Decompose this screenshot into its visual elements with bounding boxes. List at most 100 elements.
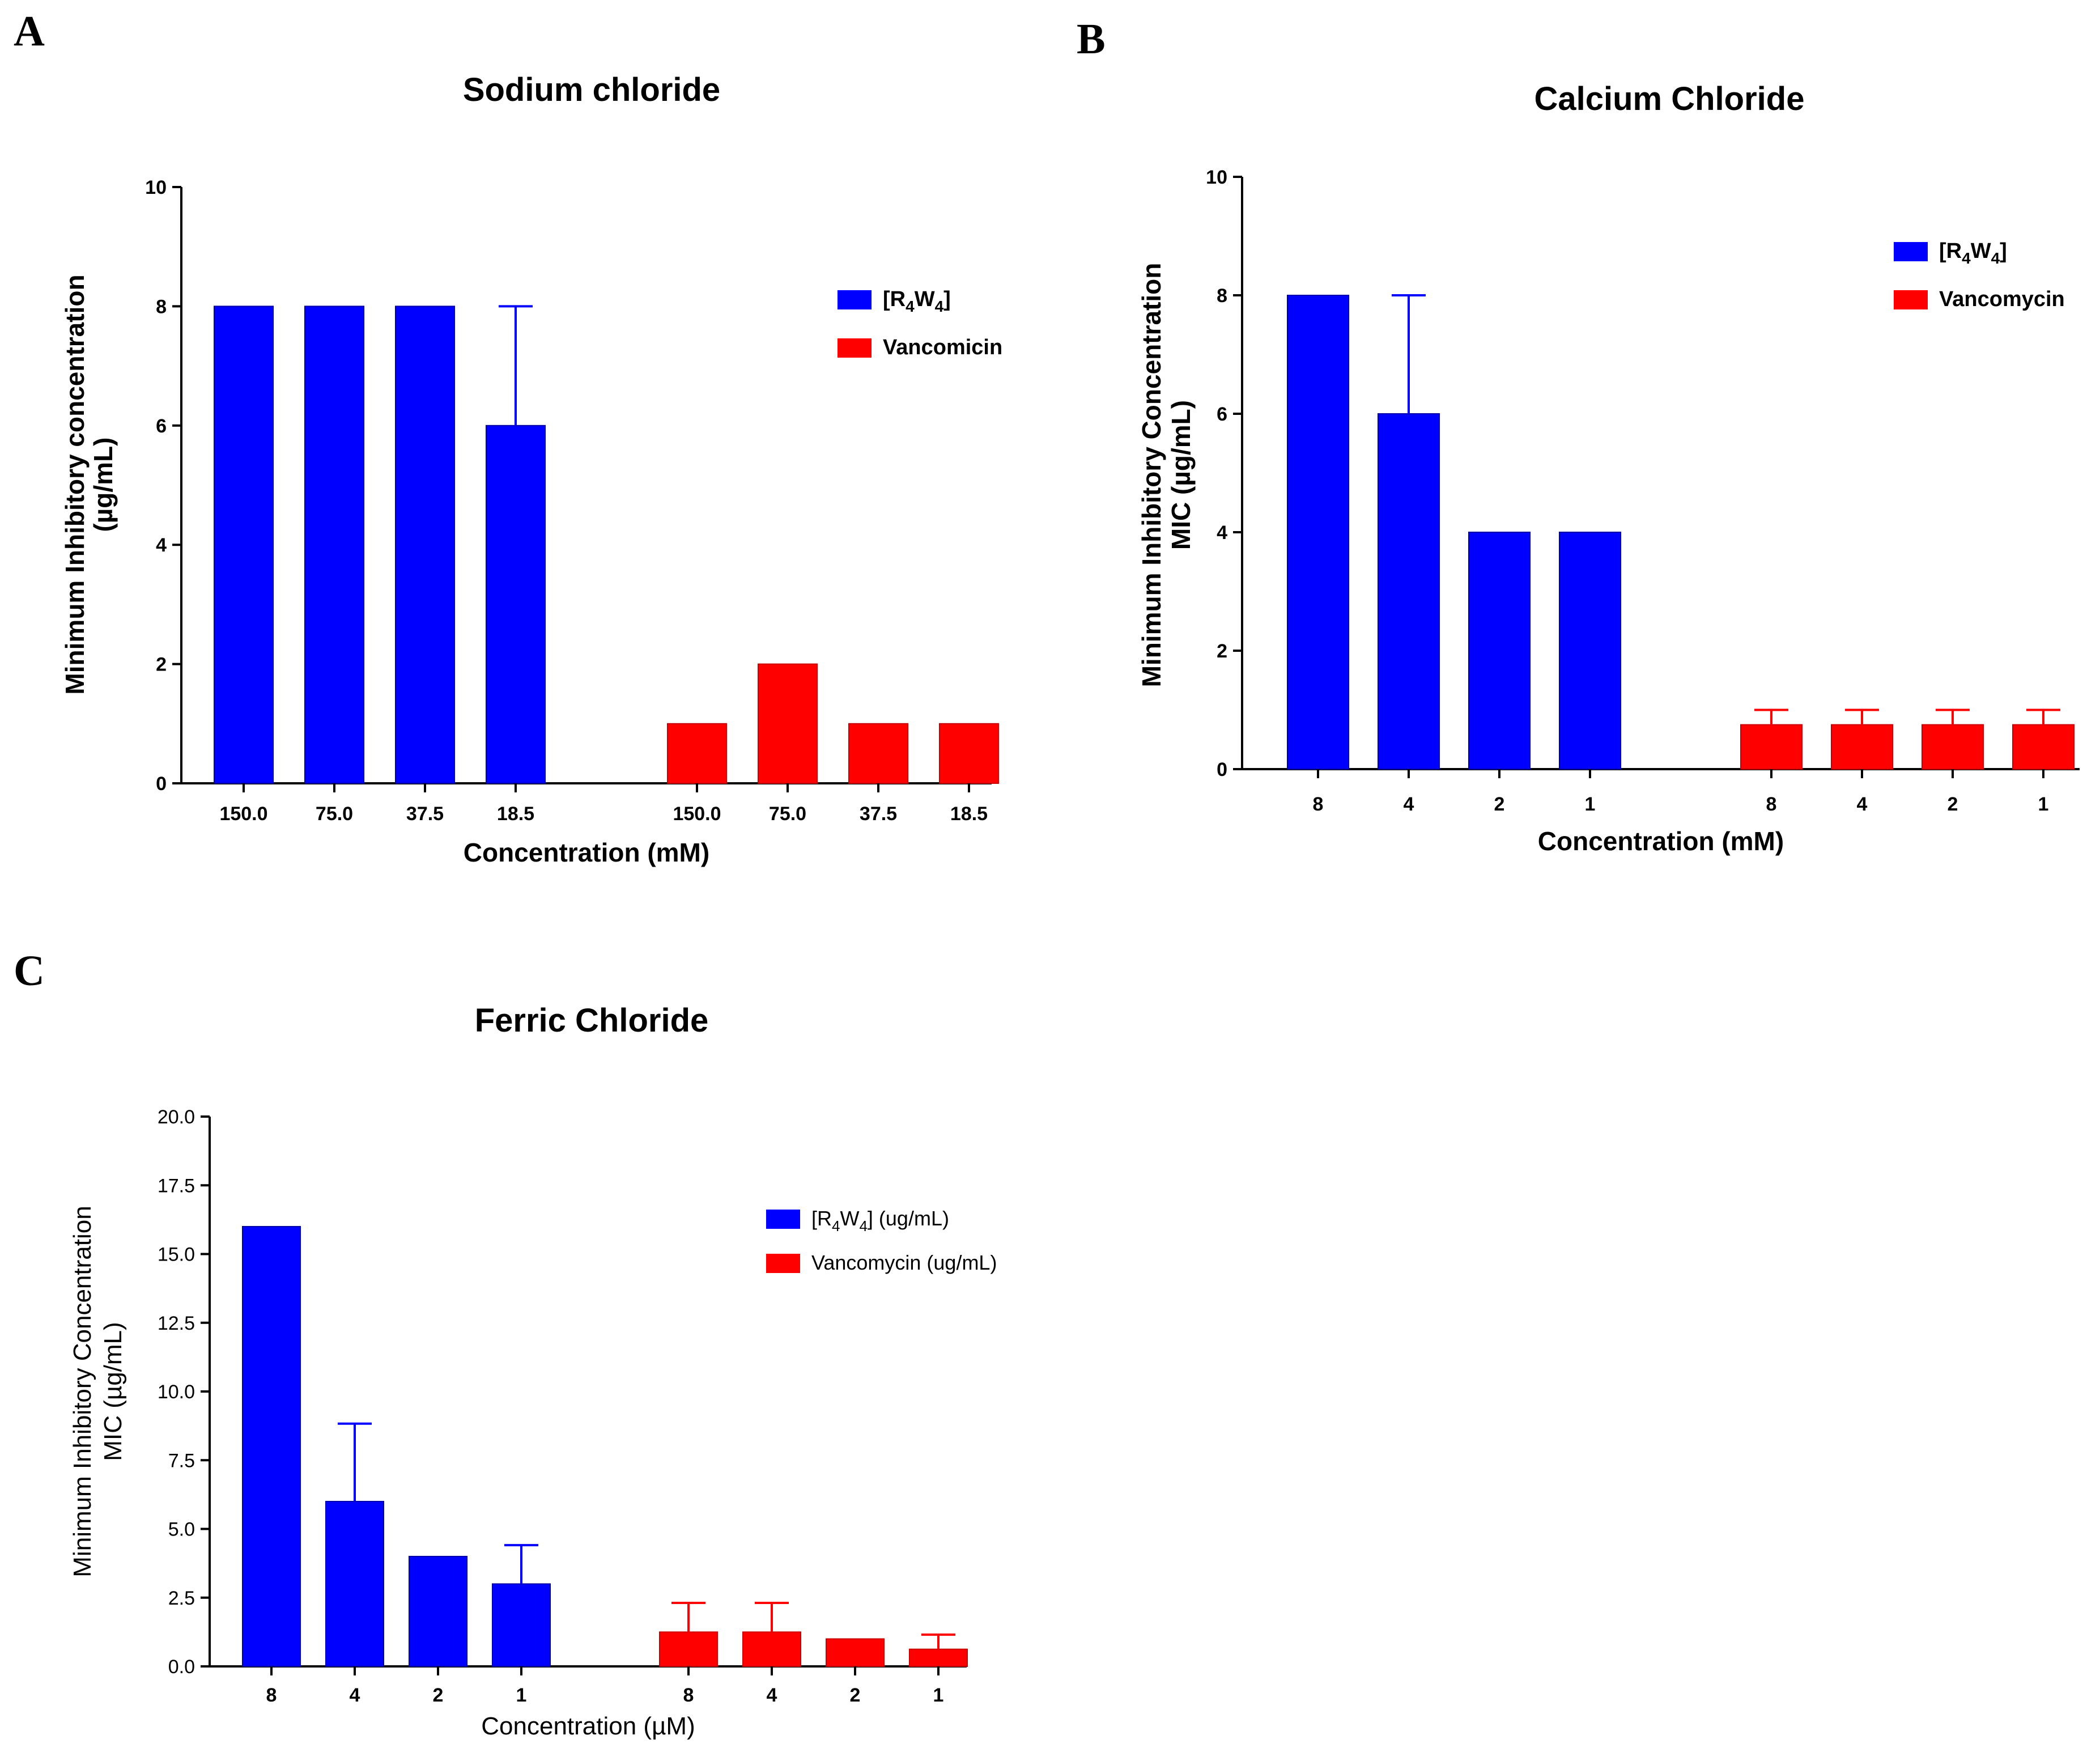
legend-label-part: [R <box>1939 239 1962 263</box>
bar <box>325 1501 384 1667</box>
x-tick-label: 2 <box>433 1685 444 1706</box>
x-tick-label: 2 <box>1948 794 1958 815</box>
bar <box>826 1638 885 1667</box>
y-tick-label: 12.5 <box>158 1313 195 1334</box>
chart-title: Calcium Chloride <box>1534 80 1805 117</box>
legend-label-part: ] <box>2000 239 2007 263</box>
y-tick-label: 8 <box>1217 285 1227 307</box>
bar <box>1378 413 1440 770</box>
bar <box>909 1648 968 1667</box>
legend-swatch <box>838 338 872 358</box>
legend-label-part: 4 <box>1962 249 1971 267</box>
y-tick-label: 6 <box>156 415 167 437</box>
legend-label: Vancomicin <box>883 336 1002 359</box>
bar <box>1559 532 1621 770</box>
legend-label: [R4W4] (ug/mL) <box>811 1207 949 1234</box>
legend-label-part: [R <box>811 1207 832 1230</box>
legend-swatch <box>1894 242 1928 261</box>
bar <box>758 663 818 784</box>
legend-label-part: ] <box>943 287 951 311</box>
y-tick-label: 10.0 <box>158 1381 195 1403</box>
legend-label-part: 4 <box>832 1217 840 1234</box>
y-tick-label: 17.5 <box>158 1175 195 1197</box>
y-tick-label: 8 <box>156 296 167 317</box>
legend-label-part: [R <box>883 287 906 311</box>
bar <box>848 723 908 784</box>
y-tick-label: 20.0 <box>158 1106 195 1128</box>
legend-label-part: ] (ug/mL) <box>868 1207 949 1230</box>
chart-a: Sodium chloride 0 2 4 6 8 10 Minimum Inhibitory… <box>60 71 1002 867</box>
x-tick-label: 8 <box>1313 794 1324 815</box>
bar <box>2012 724 2075 770</box>
bar <box>492 1583 551 1667</box>
legend-swatch <box>766 1254 800 1273</box>
y-tick-label: 4 <box>1217 522 1227 544</box>
bar <box>409 1556 467 1667</box>
bar <box>1922 724 1984 770</box>
x-tick-label: 1 <box>1585 794 1596 815</box>
y-tick-label: 10 <box>145 177 167 198</box>
panel-letter-a: A <box>14 7 45 55</box>
bar <box>939 723 999 784</box>
x-tick-label: 1 <box>2038 794 2049 815</box>
x-tick-label: 37.5 <box>860 803 897 825</box>
y-axis-label: MIC (µg/mL) <box>99 1322 127 1461</box>
x-tick-label: 8 <box>266 1685 277 1706</box>
x-tick-label: 4 <box>1857 794 1868 815</box>
bar <box>242 1226 301 1667</box>
y-axis-label: Minimum Inhibitory Concentration <box>1137 263 1166 688</box>
x-tick-label: 18.5 <box>950 803 988 825</box>
y-axis-label: MIC (µg/mL) <box>1166 400 1196 550</box>
bar <box>659 1631 718 1667</box>
y-tick-label: 0 <box>156 773 167 795</box>
legend-label-part: W <box>915 287 935 311</box>
bar <box>486 425 546 784</box>
bar <box>304 306 364 784</box>
x-tick-label: 1 <box>933 1685 944 1706</box>
bar <box>1468 532 1531 770</box>
bar <box>742 1631 801 1667</box>
x-tick-label: 37.5 <box>406 803 444 825</box>
y-tick-label: 4 <box>156 534 167 556</box>
x-tick-label: 1 <box>516 1685 527 1706</box>
y-tick-label: 2 <box>156 654 167 676</box>
bar <box>214 306 274 784</box>
panel-letter-b: B <box>1077 15 1106 63</box>
chart-title: Sodium chloride <box>463 71 720 108</box>
x-tick-label: 8 <box>683 1685 694 1706</box>
y-tick-label: 15.0 <box>158 1244 195 1266</box>
y-tick-label: 10 <box>1206 167 1227 188</box>
x-axis-label: Concentration (mM) <box>1538 826 1784 856</box>
x-tick-label: 2 <box>1494 794 1505 815</box>
y-tick-label: 5.0 <box>168 1519 195 1541</box>
chart-c: Ferric Chloride 0.0 2.5 5.0 7.5 10.0 12.5 15.0 1… <box>69 1002 997 1740</box>
bar <box>667 723 727 784</box>
legend-label-part: W <box>1971 239 1991 263</box>
bar <box>1287 295 1349 770</box>
chart-b: Calcium Chloride 0 2 4 6 8 10 Minimum Inhibitor… <box>1137 80 2080 856</box>
y-axis-label: Minimum Inhibitory Concentration <box>69 1206 96 1577</box>
bar <box>1831 724 1893 770</box>
y-tick-label: 2.5 <box>168 1588 195 1609</box>
legend-label: [R4W4] <box>883 287 951 315</box>
chart-title: Ferric Chloride <box>475 1002 709 1039</box>
y-axis-label: (µg/mL) <box>88 437 118 532</box>
y-tick-label: 2 <box>1217 640 1227 662</box>
legend-swatch <box>838 290 872 309</box>
x-axis-label: Concentration (µM) <box>481 1712 695 1740</box>
bar <box>395 306 455 784</box>
x-tick-label: 4 <box>767 1685 777 1706</box>
legend-label: [R4W4] <box>1939 239 2007 267</box>
legend-label-part: 4 <box>906 298 915 315</box>
y-tick-label: 7.5 <box>168 1450 195 1471</box>
x-tick-label: 150.0 <box>673 803 721 825</box>
legend-label: Vancomycin (ug/mL) <box>811 1251 997 1274</box>
x-tick-label: 18.5 <box>497 803 534 825</box>
y-tick-label: 0.0 <box>168 1656 195 1678</box>
x-tick-label: 2 <box>850 1685 861 1706</box>
bar <box>1740 724 1803 770</box>
y-axis-label: Minimum Inhibitory concentration <box>60 274 90 694</box>
x-tick-label: 75.0 <box>316 803 353 825</box>
x-tick-label: 8 <box>1766 794 1777 815</box>
